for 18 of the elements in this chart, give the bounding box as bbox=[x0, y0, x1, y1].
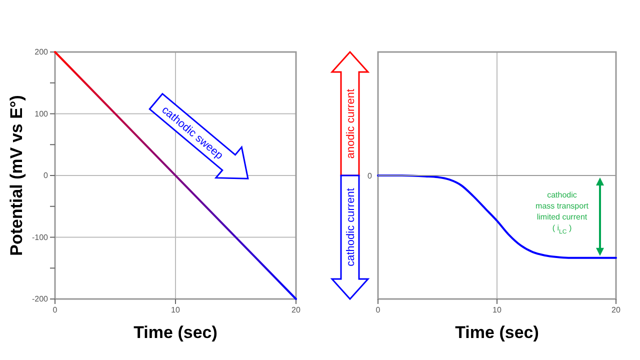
text: cathodic current bbox=[345, 188, 357, 266]
y-axis-title: Potential (mV vs E°) bbox=[7, 95, 26, 256]
annotation: cathodic mass transport limited current ( i$_{LC}$ ) bbox=[536, 190, 590, 236]
y-tick-label: 200 bbox=[34, 48, 49, 57]
text: anodic current bbox=[345, 88, 357, 159]
x-tick-label: 20 bbox=[612, 306, 621, 315]
x-tick-label: 10 bbox=[492, 306, 502, 315]
ref-line-label: 0 bbox=[368, 172, 373, 180]
x-axis-title: Time (sec) bbox=[134, 323, 218, 342]
x-axis-title: Time (sec) bbox=[455, 323, 539, 342]
y-tick-label: -200 bbox=[32, 294, 49, 304]
x-tick-label: 0 bbox=[52, 306, 58, 315]
y-tick-label: 0 bbox=[44, 171, 49, 180]
x-tick-label: 10 bbox=[171, 306, 180, 315]
y-tick-label: 100 bbox=[34, 109, 49, 118]
x-tick-label: 20 bbox=[292, 306, 301, 315]
x-tick-label: 0 bbox=[376, 306, 381, 315]
y-tick-label: -100 bbox=[32, 232, 49, 242]
